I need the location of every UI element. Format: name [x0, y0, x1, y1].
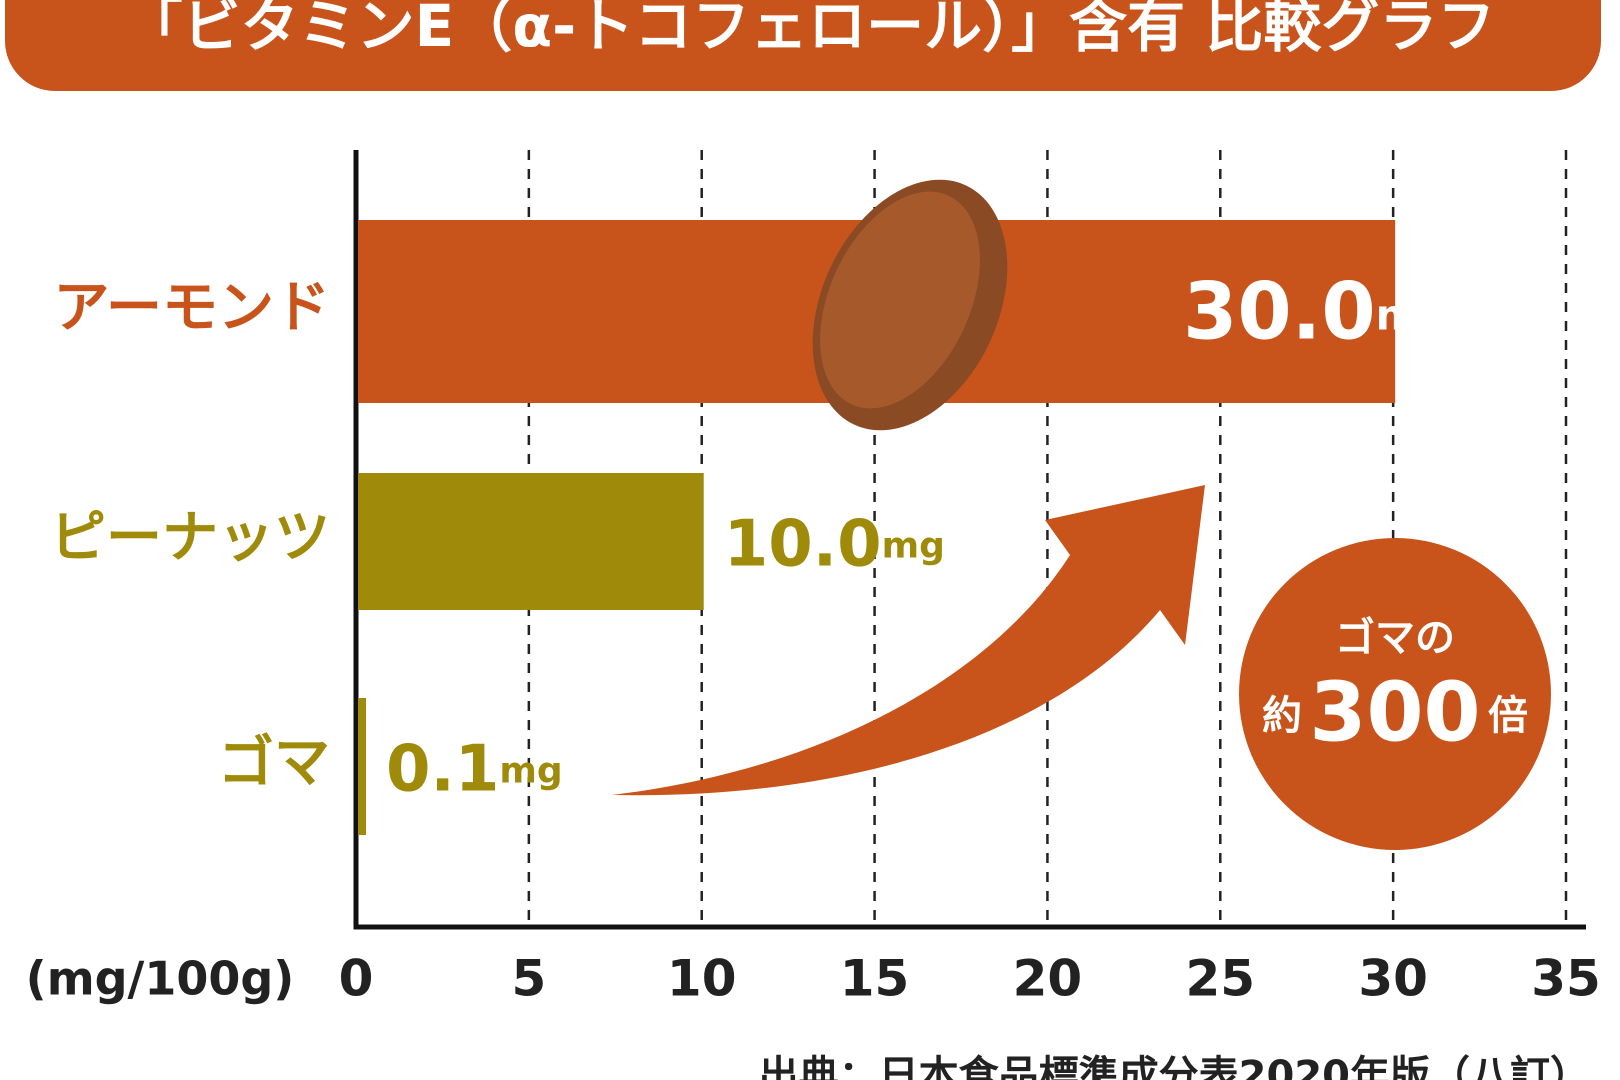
- chart-title: 「ビタミンE（α-トコフェロール）」含有 比較グラフ: [125, 0, 1496, 60]
- category-label: ゴマ: [218, 731, 330, 796]
- title-band: [5, 0, 1601, 91]
- annotation-prefix: 約: [1262, 693, 1302, 739]
- x-tick-label: 20: [1013, 950, 1083, 1008]
- x-tick-label: 25: [1185, 950, 1255, 1008]
- arrow: [612, 485, 1205, 796]
- x-tick-label: 15: [840, 950, 910, 1008]
- x-tick-label: 35: [1531, 950, 1601, 1008]
- annotation-number: 300: [1309, 665, 1480, 760]
- value-number: 30.0: [1183, 268, 1375, 358]
- axis-line: [353, 150, 1586, 930]
- x-axis-label: (mg/100g): [26, 952, 295, 1006]
- x-tick-label: 5: [511, 950, 546, 1008]
- value-unit: mg: [499, 751, 562, 792]
- value-number: 0.1: [386, 732, 499, 806]
- value-label: 0.1mg: [386, 732, 563, 806]
- value-label: 30.0mg: [1183, 268, 1449, 358]
- value-label: 10.0mg: [724, 507, 945, 581]
- bar: [358, 473, 704, 610]
- almond-illustration: [812, 179, 1008, 431]
- value-number: 10.0: [724, 507, 882, 581]
- category-label: ピーナッツ: [50, 506, 330, 571]
- x-tick-label: 30: [1358, 950, 1428, 1008]
- annotation-suffix: 倍: [1488, 693, 1528, 739]
- value-unit: mg: [1376, 290, 1450, 339]
- bar: [358, 698, 366, 835]
- x-tick-label: 0: [339, 950, 374, 1008]
- category-label: アーモンド: [53, 276, 330, 341]
- annotation-line1: ゴマの: [1335, 615, 1455, 661]
- value-unit: mg: [882, 526, 945, 567]
- annotation-circle: [1239, 538, 1551, 850]
- x-tick-label: 10: [667, 950, 737, 1008]
- source: 出典：日本食品標準成分表2020年版（八訂）: [759, 1053, 1590, 1080]
